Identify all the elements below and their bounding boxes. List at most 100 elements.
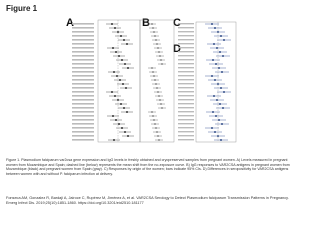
plot-decor — [178, 71, 194, 73]
plot-decor — [72, 63, 94, 65]
plot-decor — [126, 111, 128, 113]
plot-decor — [154, 123, 156, 125]
plot-decor — [158, 51, 160, 53]
plot-decor — [72, 47, 94, 49]
plot-decor — [72, 87, 94, 89]
plot-decor — [161, 63, 163, 65]
plot-decor — [139, 19, 175, 143]
plot-decor — [216, 47, 218, 49]
plot-decor — [72, 35, 94, 37]
panel-label: A — [66, 17, 74, 29]
plot-decor — [72, 139, 94, 141]
plot-decor — [72, 75, 94, 77]
plot-decor — [178, 79, 194, 81]
plot-decor — [112, 115, 114, 117]
plot-decor — [212, 59, 214, 61]
plot-decor — [123, 39, 125, 41]
panel-label: B — [142, 17, 150, 29]
plot-decor — [72, 59, 94, 61]
plot-decor — [222, 107, 224, 109]
plot-decor — [72, 95, 94, 97]
plot-decor — [211, 23, 213, 25]
plot-decor — [114, 27, 116, 29]
plot-decor — [216, 99, 218, 101]
forest-plots — [72, 19, 237, 143]
plot-decor — [178, 107, 194, 109]
plot-decor — [178, 55, 194, 57]
plot-decor — [178, 59, 194, 61]
plot-decor — [152, 71, 154, 73]
plot-decor — [178, 35, 194, 37]
plot-decor — [125, 87, 127, 89]
plot-decor — [178, 47, 194, 49]
plot-decor — [72, 135, 94, 137]
plot-decor — [178, 27, 194, 29]
caption: Figure 1. Plasmodium falciparum var2csa … — [6, 158, 290, 176]
plot-decor — [220, 35, 222, 37]
plot-decor — [152, 115, 154, 117]
plot-decor — [121, 127, 123, 129]
plot-decor — [111, 23, 113, 25]
figure-title: Figure 1 — [6, 4, 38, 13]
plot-decor — [72, 83, 94, 85]
plot-decor — [155, 127, 157, 129]
plot-decor — [178, 123, 194, 125]
plot-decor — [223, 39, 225, 41]
plot-decor — [156, 131, 158, 133]
plot-decor — [116, 75, 118, 77]
plot-decor — [123, 107, 125, 109]
plot-decor — [113, 139, 115, 141]
plot-decor — [151, 67, 153, 69]
plot-decor — [122, 83, 124, 85]
plot-decor — [159, 55, 161, 57]
plot-decor — [72, 131, 94, 133]
plot-decor — [211, 127, 213, 129]
plot-decor — [124, 131, 126, 133]
plot-decor — [214, 79, 216, 81]
plot-decor — [223, 91, 225, 93]
plot-decor — [178, 87, 194, 89]
plot-decor — [127, 67, 129, 69]
plot-decor — [220, 87, 222, 89]
plot-decor — [115, 119, 117, 121]
panel-label: C — [173, 17, 181, 29]
plot-decor — [72, 111, 94, 113]
page: Figure 1 A B C D Figure 1. Plasmodium fa… — [6, 4, 290, 205]
plot-decor — [222, 55, 224, 57]
plot-decor — [153, 119, 155, 121]
plot-decor — [155, 39, 157, 41]
plot-decor — [178, 115, 194, 117]
plot-decor — [178, 99, 194, 101]
plot-decor — [221, 123, 223, 125]
plot-decor — [152, 27, 154, 29]
plot-decor — [72, 123, 94, 125]
plot-decor — [219, 103, 221, 105]
plot-decor — [113, 71, 115, 73]
plot-decor — [220, 139, 222, 141]
plot-decor — [218, 119, 220, 121]
plot-decor — [159, 99, 161, 101]
plot-decor — [114, 95, 116, 97]
plot-decor — [112, 47, 114, 49]
plot-decor — [178, 139, 194, 141]
plot-decor — [72, 107, 94, 109]
plot-decor — [120, 35, 122, 37]
plot-decor — [211, 75, 213, 77]
plot-decor — [72, 99, 94, 101]
plot-decor — [178, 51, 194, 53]
plot-decor — [72, 67, 94, 69]
plot-decor — [178, 127, 194, 129]
plot-decor — [178, 103, 194, 105]
citation: Fonseca AM, Gonzalez R, Bardaji A, Jairo… — [6, 196, 289, 205]
plot-decor — [213, 43, 215, 45]
plot-decor — [119, 79, 121, 81]
plot-decor — [115, 51, 117, 53]
plot-decor — [178, 75, 194, 77]
plot-decor — [178, 91, 194, 93]
plot-decor — [72, 127, 94, 129]
figure: A B C D — [66, 17, 237, 143]
plot-decor — [214, 131, 216, 133]
plot-decor — [219, 51, 221, 53]
plot-decor — [178, 63, 194, 65]
plot-decor — [178, 39, 194, 41]
